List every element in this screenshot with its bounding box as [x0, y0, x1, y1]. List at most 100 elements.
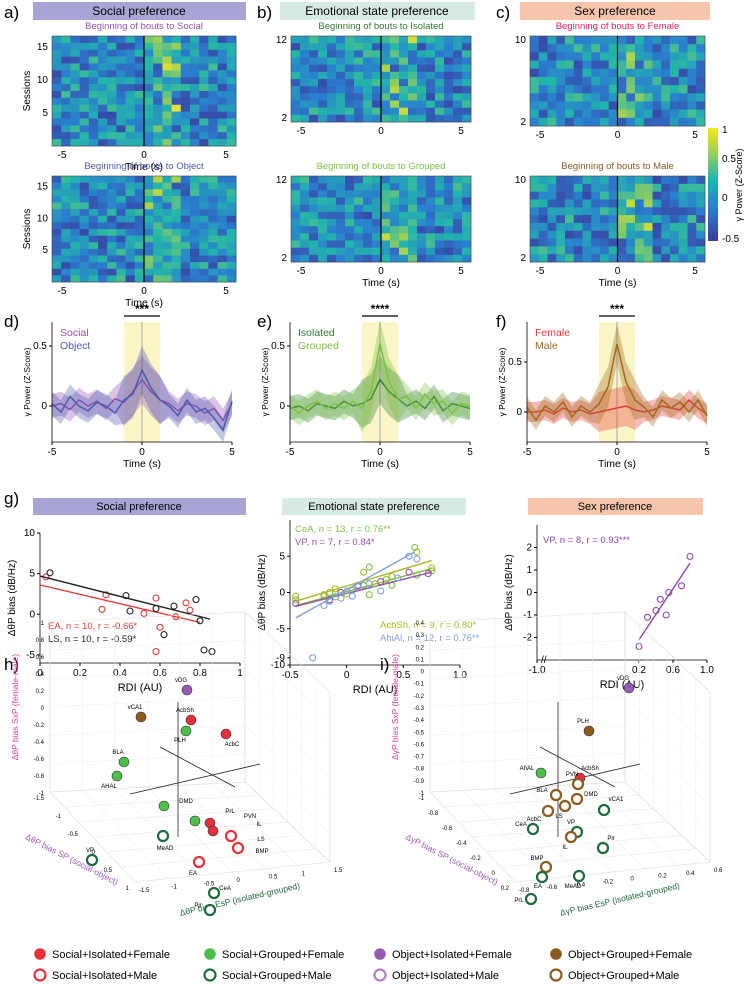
heatmap-cell [381, 36, 391, 44]
heatmap-cell [309, 86, 319, 94]
heatmap-cell [345, 240, 355, 248]
heatmap-cell [226, 70, 237, 78]
heatmap-cell [591, 176, 601, 185]
heatmap-cell [88, 189, 99, 197]
region-label: PrL [225, 809, 235, 815]
heatmap-ytick: 10 [37, 75, 49, 86]
heatmap-cell [107, 97, 117, 106]
heatmap-cell [208, 268, 218, 276]
heatmap-cell [399, 176, 409, 184]
heatmap-cell [696, 230, 706, 239]
heatmap-cell [70, 176, 80, 183]
z-tick: 0.2 [416, 645, 425, 651]
heatmap-xtick: -5 [297, 126, 306, 137]
heatmap-cell [199, 242, 209, 250]
heatmap-cell [226, 118, 237, 126]
heatmap-cell [453, 107, 463, 116]
heatmap-cell [453, 64, 463, 73]
heatmap-xtick: 5 [458, 266, 464, 277]
heatmap-cell [208, 262, 218, 270]
heatmap-cell [426, 100, 436, 108]
legend-marker [34, 948, 46, 960]
heatmap-cell [390, 183, 400, 191]
region-marker [564, 830, 578, 844]
heatmap-cell [390, 219, 400, 227]
heatmap-cell [336, 107, 346, 116]
heatmap-cell [291, 183, 301, 191]
heatmap-cell [573, 238, 583, 247]
heatmap-cell [417, 226, 427, 234]
heatmap-cell [399, 64, 409, 73]
heatmap-cell [696, 44, 706, 53]
g-header-social: Social preference [96, 501, 182, 513]
heatmap-cell [591, 230, 601, 239]
heatmap-cell [565, 101, 575, 110]
heatmap-cell [354, 71, 364, 80]
heatmap-cell [134, 56, 145, 64]
heatmap-cell [417, 233, 427, 241]
heatmap-cell [125, 248, 136, 256]
heatmap-cell [327, 57, 337, 65]
heatmap-cell [565, 109, 575, 119]
heatmap-cell [208, 56, 218, 64]
heatmap-cell [444, 190, 454, 198]
heatmap-cell [408, 100, 418, 108]
data-point-ls [208, 648, 216, 656]
series-line-social [51, 378, 233, 422]
heatmap-cell [336, 204, 346, 213]
heatmap-cell [670, 230, 680, 239]
heatmap-cell [134, 202, 145, 210]
heatmap-cell [345, 219, 355, 227]
heatmap-cell [435, 226, 445, 234]
fit-line-vp [638, 562, 691, 641]
data-point-vp [652, 606, 660, 615]
heatmap-cell [116, 132, 126, 140]
sig-stars: *** [135, 302, 149, 316]
heatmap-cell [345, 211, 355, 220]
heatmap-cell [547, 215, 557, 224]
heatmap-cell [538, 246, 548, 255]
heatmap-cell [345, 233, 355, 241]
heatmap-cell [363, 197, 373, 205]
heatmap-cell [381, 226, 391, 234]
region-marker [189, 815, 201, 827]
heatmap-cell [600, 76, 610, 86]
heatmap-cell [678, 76, 688, 86]
heatmap-cell [453, 79, 463, 87]
heatmap-cell [661, 93, 671, 102]
heatmap-frame [529, 175, 706, 263]
heatmap-cell [426, 176, 436, 184]
y-tick: 0.5 [508, 357, 522, 368]
heatmap-cell [399, 183, 409, 191]
heatmap-cell [670, 60, 680, 70]
heatmap-cell [208, 195, 218, 203]
y-tick: -1.5 [139, 888, 150, 894]
heatmap-cell [336, 57, 346, 65]
heatmap-cell [107, 195, 117, 203]
heatmap-cell [190, 125, 200, 133]
heatmap-cell [52, 209, 62, 217]
heatmap-cell [696, 36, 706, 45]
heatmap-cell [381, 197, 391, 205]
heatmap-cell [687, 191, 697, 200]
heatmap-cell [318, 254, 328, 263]
x-tick: 0.2 [73, 668, 87, 679]
x-tick: 5 [704, 447, 710, 458]
heatmap-cell [626, 254, 636, 263]
y-label: ΔθP bias (dB/Hz) [7, 560, 18, 637]
heatmap-cell [153, 222, 163, 230]
heatmap-cell [573, 222, 583, 232]
heatmap-cell [116, 49, 126, 57]
heatmap-cell [217, 248, 228, 256]
heatmap-cell [435, 43, 445, 51]
heatmap-cell [226, 248, 237, 256]
heatmap-cell [52, 235, 62, 243]
heatmap-cell [79, 235, 90, 243]
heatmap-cell [226, 235, 237, 243]
heatmap-cell [318, 71, 328, 80]
heatmap-cell [345, 86, 355, 94]
heatmap-cell [670, 191, 680, 200]
heatmap-cell [582, 246, 592, 255]
x-tick: -5 [48, 447, 57, 458]
